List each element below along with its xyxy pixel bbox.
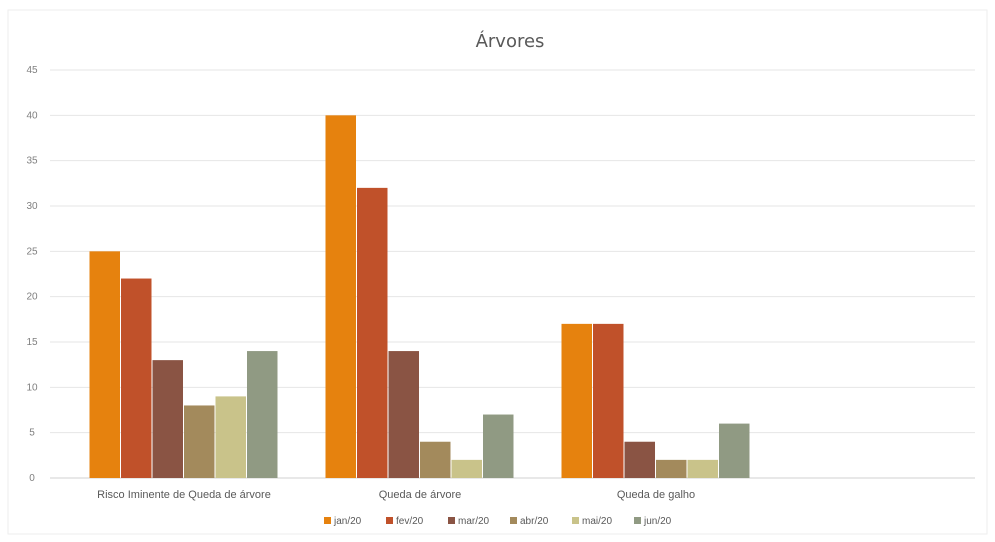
y-tick-label: 45 xyxy=(26,65,38,76)
category-label: Risco Iminente de Queda de árvore xyxy=(97,489,271,501)
y-tick-label: 10 xyxy=(26,382,38,393)
y-tick-label: 20 xyxy=(26,292,38,303)
y-tick-label: 15 xyxy=(26,337,38,348)
bar xyxy=(89,251,120,478)
bars xyxy=(89,115,750,478)
y-tick-label: 30 xyxy=(26,201,38,212)
y-tick-label: 35 xyxy=(26,156,38,167)
bar xyxy=(451,459,482,478)
legend-label: jan/20 xyxy=(333,516,362,527)
x-axis-categories: Risco Iminente de Queda de árvore Queda d… xyxy=(97,489,695,501)
bar xyxy=(593,323,624,478)
bar xyxy=(247,351,278,478)
bar xyxy=(121,278,152,478)
legend-swatch xyxy=(510,517,517,524)
category-label: Queda de árvore xyxy=(379,489,462,501)
chart-title: Árvores xyxy=(476,30,545,52)
legend-swatch xyxy=(324,517,331,524)
legend-swatch xyxy=(634,517,641,524)
bar xyxy=(357,187,388,478)
y-axis-ticks: 0 5 10 15 20 25 30 35 40 45 xyxy=(26,65,38,484)
legend-label: mai/20 xyxy=(582,516,612,527)
bar xyxy=(325,115,356,478)
bar xyxy=(152,360,183,478)
category-label: Queda de galho xyxy=(617,489,695,501)
legend-label: fev/20 xyxy=(396,516,424,527)
bar xyxy=(215,396,246,478)
bar xyxy=(388,351,419,478)
bar xyxy=(184,405,215,478)
legend-label: mar/20 xyxy=(458,516,490,527)
bar xyxy=(420,441,451,478)
legend-label: abr/20 xyxy=(520,516,549,527)
bar xyxy=(687,459,718,478)
bar xyxy=(561,323,592,478)
y-tick-label: 25 xyxy=(26,246,38,257)
bar xyxy=(656,459,687,478)
y-tick-label: 0 xyxy=(29,473,35,484)
legend-swatch xyxy=(572,517,579,524)
bar xyxy=(483,414,514,478)
legend: jan/20 fev/20 mar/20 abr/20 mai/20 jun/20 xyxy=(324,516,672,527)
legend-swatch xyxy=(386,517,393,524)
legend-label: jun/20 xyxy=(643,516,672,527)
y-tick-label: 5 xyxy=(29,428,35,439)
bar xyxy=(624,441,655,478)
bar xyxy=(719,423,750,478)
legend-swatch xyxy=(448,517,455,524)
y-tick-label: 40 xyxy=(26,110,38,121)
